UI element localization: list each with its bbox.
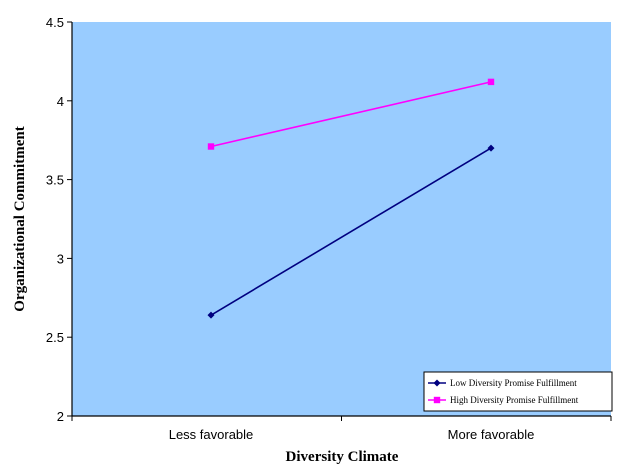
y-axis-ticks: 2 2.5 3 3.5 4 4.5 bbox=[46, 15, 72, 424]
plot-area bbox=[72, 22, 611, 416]
series-line bbox=[210, 81, 492, 148]
data-point bbox=[487, 78, 495, 86]
y-tick-label: 3 bbox=[57, 251, 64, 266]
legend-box bbox=[423, 371, 613, 412]
y-axis-title: Organizational Commitment bbox=[12, 126, 28, 311]
series-line bbox=[210, 147, 492, 316]
series-layer bbox=[207, 78, 495, 319]
legend-label: High Diversity Promise Fulfillment bbox=[450, 395, 579, 405]
x-axis-ticks: Less favorable More favorable bbox=[71, 416, 612, 442]
data-point bbox=[207, 311, 215, 319]
series-high bbox=[207, 78, 495, 150]
y-tick-label: 3.5 bbox=[46, 173, 64, 188]
legend: Low Diversity Promise Fulfillment High Di… bbox=[423, 371, 613, 412]
legend-marker bbox=[433, 396, 441, 404]
x-tick-label: More favorable bbox=[448, 427, 535, 442]
series-low bbox=[207, 144, 495, 319]
y-tick-label: 4.5 bbox=[46, 15, 64, 30]
y-tick-label: 4 bbox=[57, 94, 64, 109]
x-tick-label: Less favorable bbox=[169, 427, 254, 442]
legend-label: Low Diversity Promise Fulfillment bbox=[450, 378, 577, 388]
data-point bbox=[207, 143, 215, 150]
legend-marker bbox=[433, 379, 441, 387]
x-axis-title: Diversity Climate bbox=[286, 449, 399, 465]
legend-item: High Diversity Promise Fulfillment bbox=[428, 395, 579, 405]
legend-item: Low Diversity Promise Fulfillment bbox=[428, 378, 577, 388]
y-tick-label: 2.5 bbox=[46, 330, 64, 345]
y-tick-label: 2 bbox=[57, 409, 64, 424]
data-point bbox=[487, 144, 495, 152]
